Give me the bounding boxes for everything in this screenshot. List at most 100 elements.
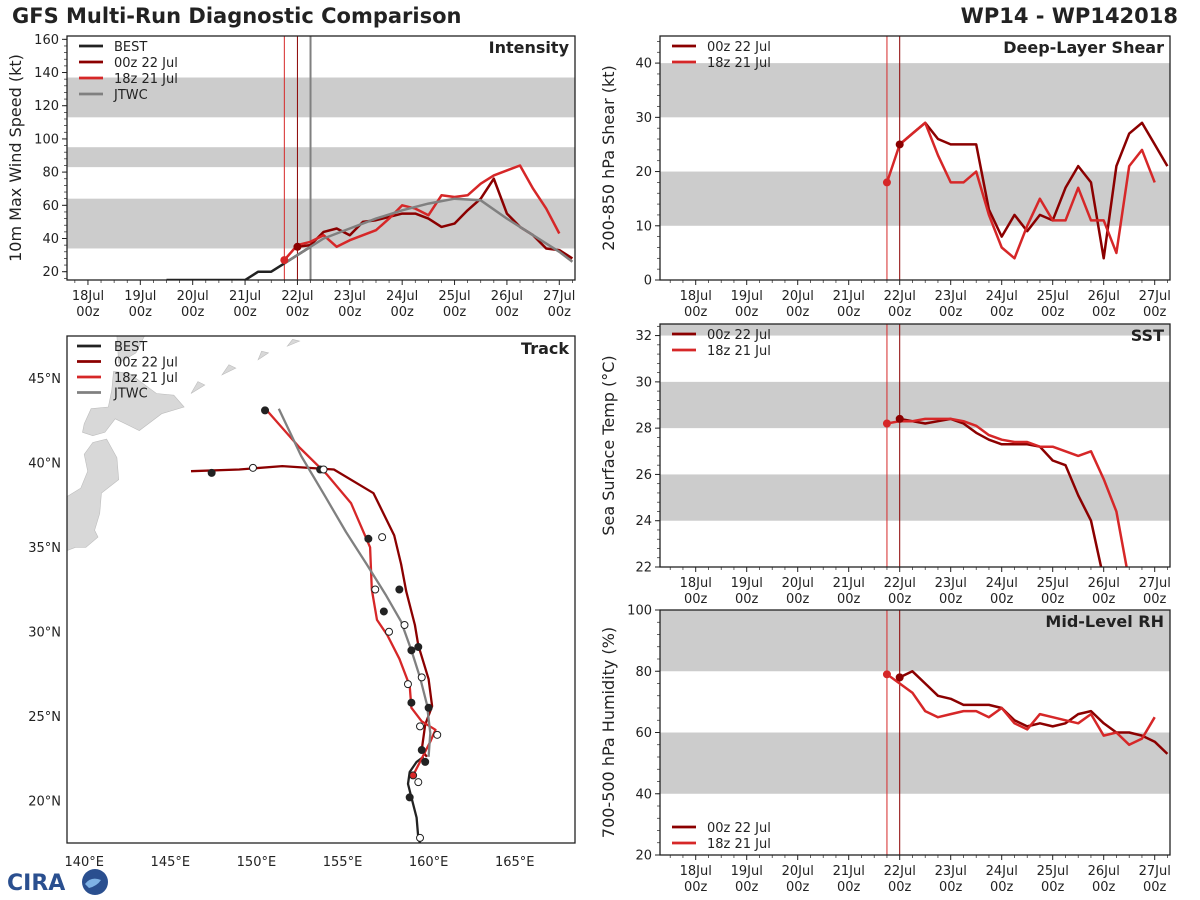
track-position-marker	[417, 746, 426, 755]
rh-xtick-label-day: 18Jul	[680, 864, 712, 879]
rh-xtick-label-day: 20Jul	[782, 864, 814, 879]
rh-init-marker	[882, 670, 891, 679]
sst-ytick-label: 24	[635, 514, 652, 529]
sst-legend-label: 00z 22 Jul	[707, 328, 771, 343]
track-position-marker	[371, 585, 380, 594]
intensity-legend-label: BEST	[114, 40, 147, 55]
sst-xtick-label-day: 21Jul	[833, 576, 865, 591]
rh-init-marker	[895, 673, 904, 682]
rh-ylabel: 700-500 hPa Humidity (%)	[599, 627, 618, 838]
shear-xtick-label-hour: 00z	[888, 305, 912, 320]
sst-xtick-label-hour: 00z	[735, 592, 759, 607]
shear-ytick-label: 30	[635, 111, 652, 126]
land-mass	[257, 350, 270, 361]
sst-xtick-label-day: 19Jul	[731, 576, 763, 591]
sst-series-00z-22-jul	[899, 417, 1103, 567]
track-position-marker	[409, 771, 418, 780]
track-position-marker	[261, 406, 270, 415]
cira-logo-text: CIRA	[7, 871, 65, 896]
sst-series-group	[886, 417, 1128, 567]
sst-init-marker	[895, 414, 904, 423]
track-position-marker	[379, 607, 388, 616]
track-position-marker	[421, 757, 430, 766]
rh-xtick-label-hour: 00z	[990, 880, 1014, 895]
track-position-marker	[400, 620, 409, 629]
shear-init-marker	[895, 140, 904, 149]
rh-legend-label: 18z 21 Jul	[707, 837, 771, 852]
intensity-ytick-label: 100	[34, 132, 59, 147]
sst-band	[660, 324, 1170, 336]
shear-panel: 01020304018Jul00z19Jul00z20Jul00z21Jul00…	[599, 35, 1171, 320]
track-position-marker	[364, 534, 373, 543]
track-title: Track	[521, 339, 569, 358]
rh-xtick-label-hour: 00z	[1041, 880, 1065, 895]
track-legend-label: BEST	[114, 340, 147, 355]
shear-xtick-label-day: 27Jul	[1139, 289, 1171, 304]
sst-band	[660, 474, 1170, 521]
rh-title: Mid-Level RH	[1045, 612, 1164, 631]
track-position-marker	[417, 673, 426, 682]
sst-xtick-label-day: 20Jul	[782, 576, 814, 591]
rh-series-group	[886, 670, 1169, 755]
rh-xtick-label-hour: 00z	[786, 880, 810, 895]
track-position-marker	[395, 585, 404, 594]
intensity-xtick-label-hour: 00z	[181, 305, 205, 320]
shear-ytick-label: 40	[635, 57, 652, 72]
rh-xtick-label-day: 27Jul	[1139, 864, 1171, 879]
rh-xtick-label-day: 22Jul	[884, 864, 916, 879]
rh-xtick-label-hour: 00z	[888, 880, 912, 895]
shear-xtick-label-hour: 00z	[786, 305, 810, 320]
intensity-xtick-label-day: 25Jul	[438, 289, 470, 304]
track-xtick-label: 160°E	[409, 855, 449, 870]
shear-legend-label: 00z 22 Jul	[707, 40, 771, 55]
sst-frame	[659, 323, 1171, 568]
intensity-band	[67, 77, 575, 118]
shear-xtick-label-hour: 00z	[837, 305, 861, 320]
shear-xtick-label-day: 21Jul	[833, 289, 865, 304]
track-position-marker	[407, 646, 416, 655]
rh-xtick-label-day: 21Jul	[833, 864, 865, 879]
intensity-legend-label: 00z 22 Jul	[114, 56, 178, 71]
shear-xtick-label-day: 19Jul	[731, 289, 763, 304]
rh-xtick-label-day: 26Jul	[1088, 864, 1120, 879]
sst-xtick-label-day: 25Jul	[1037, 576, 1069, 591]
intensity-ytick-label: 160	[34, 33, 59, 48]
track-frame	[66, 335, 576, 844]
rh-xtick-label-day: 24Jul	[986, 864, 1018, 879]
track-position-marker	[424, 703, 433, 712]
sst-xtick-label-hour: 00z	[786, 592, 810, 607]
shear-xtick-label-day: 22Jul	[884, 289, 916, 304]
shear-legend-label: 18z 21 Jul	[707, 56, 771, 71]
intensity-xtick-label-hour: 00z	[233, 305, 257, 320]
rh-series-00z-22-jul	[899, 670, 1169, 755]
intensity-title: Intensity	[489, 38, 570, 57]
sst-xtick-label-hour: 00z	[684, 592, 708, 607]
sst-xtick-label-day: 26Jul	[1088, 576, 1120, 591]
intensity-xtick-label-hour: 00z	[548, 305, 572, 320]
intensity-xtick-label-day: 20Jul	[177, 289, 209, 304]
sst-legend-label: 18z 21 Jul	[707, 344, 771, 359]
sst-xtick-label-hour: 00z	[990, 592, 1014, 607]
rh-ytick-label: 100	[627, 604, 652, 619]
rh-ytick-label: 40	[635, 787, 652, 802]
track-legend-label: 00z 22 Jul	[114, 356, 178, 371]
land-mass	[190, 381, 206, 394]
intensity-ytick-label: 20	[42, 265, 59, 280]
intensity-ytick-label: 140	[34, 66, 59, 81]
track-ytick-label: 35°N	[28, 541, 61, 556]
intensity-xtick-label-day: 21Jul	[229, 289, 261, 304]
track-ytick-label: 20°N	[28, 794, 61, 809]
track-position-marker	[416, 722, 425, 731]
shear-xtick-label-day: 25Jul	[1037, 289, 1069, 304]
shear-xtick-label-hour: 00z	[684, 305, 708, 320]
intensity-legend-label: 18z 21 Jul	[114, 72, 178, 87]
sst-title: SST	[1131, 326, 1164, 345]
rh-xtick-label-hour: 00z	[735, 880, 759, 895]
land-mass	[286, 339, 301, 347]
sst-xtick-label-day: 27Jul	[1139, 576, 1171, 591]
rh-panel: 2040608010018Jul00z19Jul00z20Jul00z21Jul…	[599, 604, 1171, 896]
cira-swirl-icon	[85, 878, 101, 888]
